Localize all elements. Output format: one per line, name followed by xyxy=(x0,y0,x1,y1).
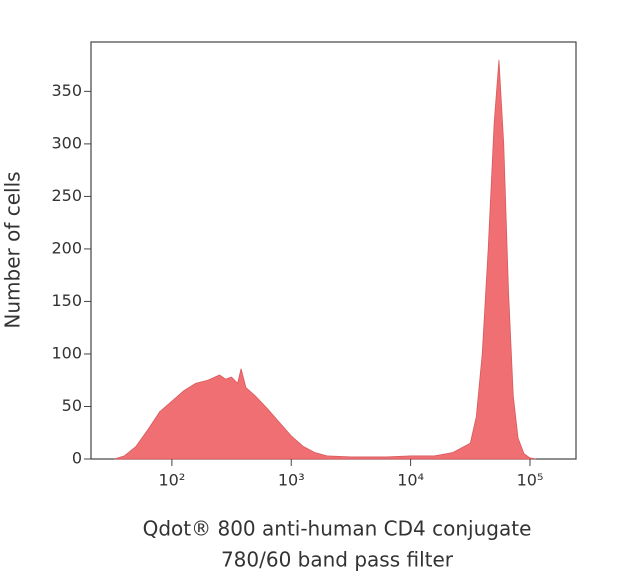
y-tick-label: 200 xyxy=(51,238,82,257)
x-tick-label: 10⁵ xyxy=(517,471,544,490)
y-tick-label: 100 xyxy=(51,343,82,362)
histogram-area xyxy=(114,59,537,460)
y-tick-label: 50 xyxy=(62,396,82,415)
x-tick-label: 10⁴ xyxy=(397,471,424,490)
y-tick-label: 350 xyxy=(51,81,82,100)
x-axis-title: 780/60 band pass filter xyxy=(221,548,454,572)
y-tick-label: 250 xyxy=(51,186,82,205)
y-axis-title: Number of cells xyxy=(1,171,25,328)
x-tick-label: 10³ xyxy=(278,471,305,490)
y-tick-label: 300 xyxy=(51,133,82,152)
x-tick-label: 10² xyxy=(159,471,186,490)
y-tick-label: 150 xyxy=(51,291,82,310)
y-tick-label: 0 xyxy=(72,449,82,468)
x-axis-title: Qdot® 800 anti-human CD4 conjugate xyxy=(143,517,532,541)
